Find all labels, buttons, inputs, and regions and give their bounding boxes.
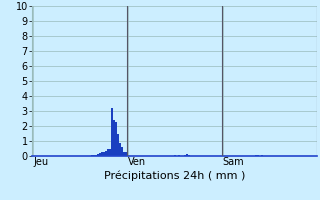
Bar	[261, 154, 263, 156]
Bar	[123, 152, 125, 156]
Bar	[109, 149, 111, 156]
Bar	[105, 151, 107, 156]
Bar	[95, 154, 97, 156]
Bar	[115, 121, 117, 156]
Bar	[188, 155, 190, 156]
Bar	[107, 148, 109, 156]
Bar	[103, 152, 105, 156]
Bar	[184, 155, 186, 156]
Bar	[178, 155, 180, 156]
Bar	[113, 120, 115, 156]
Bar	[186, 154, 188, 156]
Bar	[121, 147, 123, 156]
Bar	[111, 108, 113, 156]
Bar	[125, 152, 127, 156]
Bar	[258, 154, 260, 156]
Bar	[255, 154, 258, 156]
Bar	[99, 153, 101, 156]
Bar	[93, 154, 95, 156]
Bar	[174, 155, 176, 156]
Bar	[97, 154, 99, 156]
X-axis label: Précipitations 24h ( mm ): Précipitations 24h ( mm )	[104, 170, 245, 181]
Bar	[119, 142, 121, 156]
Bar	[117, 134, 119, 156]
Bar	[91, 154, 93, 156]
Bar	[101, 152, 103, 156]
